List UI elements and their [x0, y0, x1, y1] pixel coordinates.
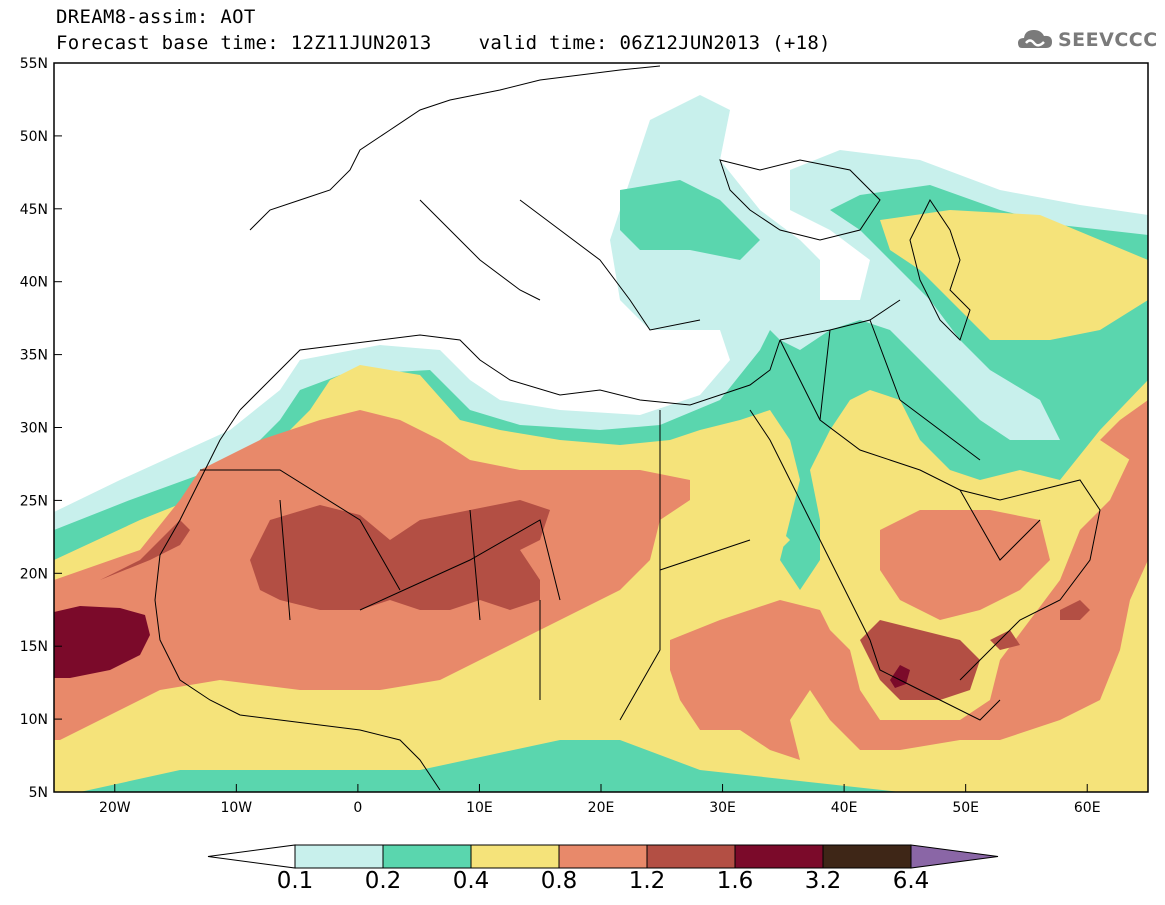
lat-tick-label: 55N	[20, 56, 48, 72]
lon-tick-label: 40E	[831, 800, 858, 816]
borders-middle-east	[779, 299, 1041, 561]
colorbar-level-label: 1.6	[716, 868, 754, 894]
lat-tick-label: 15N	[20, 639, 48, 655]
lon-tick-label: 20E	[588, 800, 615, 816]
forecast-time-line: Forecast base time: 12Z11JUN2013 valid t…	[56, 32, 831, 54]
colorbar-swatch	[558, 844, 648, 869]
seevccc-logo-icon	[1018, 30, 1052, 48]
coastline-caspian	[909, 199, 971, 341]
lon-tick-label: 10W	[220, 800, 252, 816]
valid-time: valid time: 06Z12JUN2013 (+18)	[478, 32, 831, 54]
colorbar-level-label: 3.2	[804, 868, 842, 894]
lon-tick-label: 60E	[1074, 800, 1101, 816]
latitude-axis: 55N 50N 45N 40N 35N 30N 25N 20N 15N 10N 5N	[20, 56, 62, 801]
coastline-red-sea	[749, 409, 1001, 721]
lat-tick-label: 30N	[20, 421, 48, 437]
coastline-italy-balkans	[419, 199, 701, 331]
lat-tick-label: 20N	[20, 566, 48, 582]
colorbar-low-arrow	[207, 844, 296, 869]
country-borders	[154, 65, 1101, 791]
colorbar-swatch	[822, 844, 912, 869]
colorbar-level-label: 0.2	[364, 868, 402, 894]
aot-contour-0.8	[54, 400, 1148, 760]
lat-tick-label: 35N	[20, 348, 48, 364]
lat-tick-label: 5N	[29, 785, 48, 801]
lat-tick-label: 25N	[20, 493, 48, 509]
aot-contours	[54, 95, 1148, 792]
lat-tick-label: 40N	[20, 275, 48, 291]
coastline-arabia	[779, 339, 1101, 681]
colorbar-level-label: 0.4	[452, 868, 490, 894]
coastline-europe	[249, 65, 661, 231]
lon-tick-label: 20W	[99, 800, 131, 816]
colorbar	[207, 844, 999, 869]
base-time: Forecast base time: 12Z11JUN2013	[56, 32, 432, 54]
coastline-africa-west	[154, 409, 441, 791]
coastline-mediterranean-south	[239, 334, 781, 411]
colorbar-swatch	[294, 844, 384, 869]
lon-tick-label: 50E	[952, 800, 979, 816]
logo-text: SEEVCCC	[1058, 29, 1158, 51]
longitude-axis: 20W 10W 0 10E 20E 30E 40E 50E 60E	[99, 784, 1101, 816]
colorbar-swatch	[382, 844, 472, 869]
lon-tick-label: 0	[353, 800, 362, 816]
colorbar-swatch	[734, 844, 824, 869]
coastline-black-sea	[719, 159, 881, 241]
lon-tick-label: 30E	[709, 800, 736, 816]
colorbar-level-label: 1.2	[628, 868, 666, 894]
colorbar-high-arrow	[910, 844, 999, 869]
colorbar-level-label: 6.4	[892, 868, 930, 894]
lon-tick-label: 10E	[466, 800, 493, 816]
colorbar-swatch	[470, 844, 560, 869]
map-title: DREAM8-assim: AOT	[56, 6, 256, 28]
borders-sahara	[200, 410, 751, 721]
lat-tick-label: 10N	[20, 712, 48, 728]
colorbar-level-label: 0.8	[540, 868, 578, 894]
aot-contour-1.6	[54, 606, 910, 688]
colorbar-level-label: 0.1	[276, 868, 314, 894]
lat-tick-label: 50N	[20, 129, 48, 145]
aot-contour-1.2	[54, 500, 1090, 700]
colorbar-swatch	[646, 844, 736, 869]
lat-tick-label: 45N	[20, 202, 48, 218]
